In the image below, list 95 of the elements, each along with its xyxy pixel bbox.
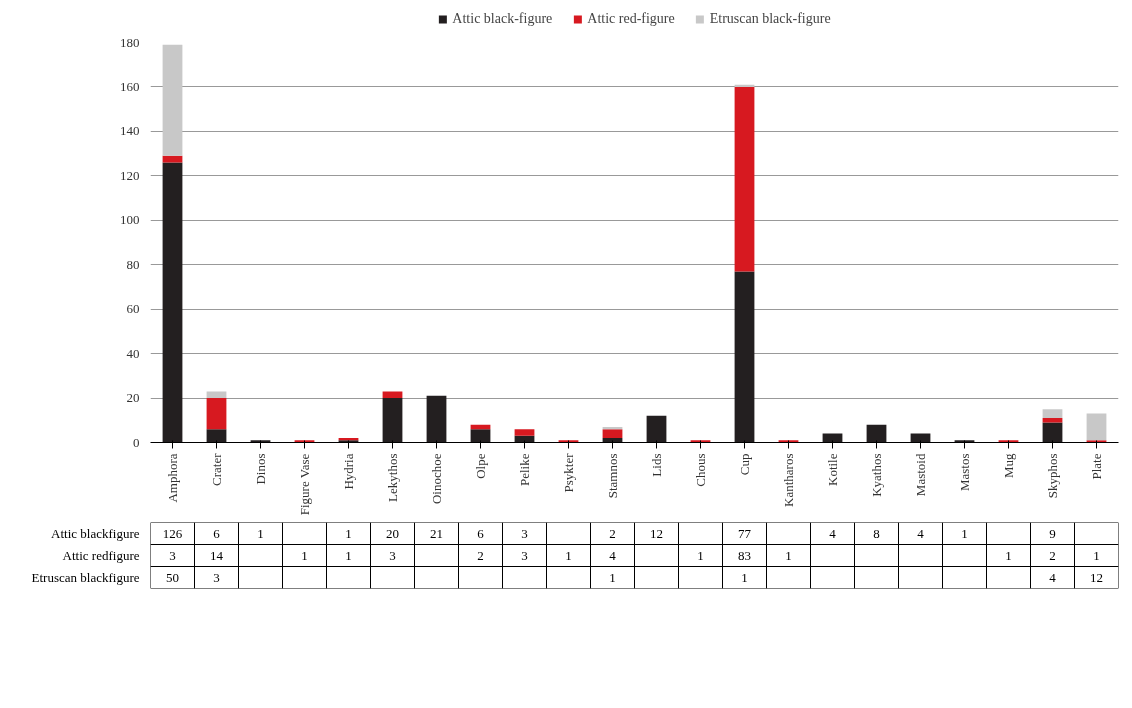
legend-label: Etruscan black-figure bbox=[709, 11, 831, 27]
data-label: 2 bbox=[609, 525, 616, 541]
bar bbox=[1042, 409, 1063, 419]
text: Attic redfigure bbox=[62, 548, 140, 563]
data-label: 50 bbox=[166, 569, 179, 585]
bar bbox=[470, 429, 491, 443]
x-tick-label: Dinos bbox=[253, 453, 268, 485]
y-tick-label: 60 bbox=[126, 301, 140, 317]
bar bbox=[206, 429, 227, 443]
bar bbox=[162, 155, 183, 163]
data-label: 3 bbox=[169, 547, 176, 563]
data-label: 9 bbox=[1049, 525, 1056, 541]
x-tick-label: Amphora bbox=[165, 453, 180, 503]
data-label: 4 bbox=[609, 547, 617, 563]
data-label: 12 bbox=[650, 525, 663, 541]
y-tick-label: 140 bbox=[120, 123, 140, 139]
data-label: 77 bbox=[738, 525, 752, 541]
data-label: 1 bbox=[609, 569, 616, 585]
data-label: 6 bbox=[213, 525, 221, 541]
data-label: 8 bbox=[873, 525, 880, 541]
y-tick-label: 180 bbox=[120, 34, 140, 50]
data-label: 3 bbox=[213, 569, 220, 585]
data-label: 1 bbox=[697, 547, 704, 563]
x-tick-label: Hydria bbox=[341, 453, 356, 490]
x-tick-label: Oinochoe bbox=[429, 453, 444, 505]
data-label: 2 bbox=[1049, 547, 1056, 563]
data-label: 1 bbox=[1093, 547, 1100, 563]
x-tick-label: Kyathos bbox=[869, 453, 884, 497]
data-label: 1 bbox=[785, 547, 792, 563]
data-label: 12 bbox=[1090, 569, 1103, 585]
x-tick-label: Crater bbox=[209, 452, 224, 486]
data-label: 1 bbox=[565, 547, 572, 563]
data-label: 126 bbox=[162, 525, 183, 541]
x-tick-label: Psykter bbox=[561, 452, 576, 493]
text: Etruscan blackfigure bbox=[31, 570, 140, 585]
y-tick-label: 40 bbox=[126, 345, 140, 361]
x-tick-label: Mug bbox=[1001, 453, 1016, 479]
x-tick-label: Mastos bbox=[957, 453, 972, 492]
bar bbox=[206, 398, 227, 430]
bar bbox=[1086, 413, 1107, 441]
data-label: 1 bbox=[1005, 547, 1012, 563]
data-label: 3 bbox=[389, 547, 396, 563]
x-tick-label: Pelike bbox=[517, 453, 532, 486]
x-tick-label: Mastoid bbox=[913, 453, 928, 497]
x-tick-label: Olpe bbox=[473, 453, 488, 479]
x-tick-label: Kotile bbox=[825, 453, 840, 486]
data-label: 1 bbox=[345, 547, 352, 563]
x-tick-label: Cup bbox=[737, 453, 752, 476]
text: Attic blackfigure bbox=[51, 526, 140, 541]
bar bbox=[866, 424, 887, 443]
x-tick-label: Lekythos bbox=[385, 453, 400, 502]
bar bbox=[1042, 422, 1063, 443]
x-tick-label: Figure Vase bbox=[297, 453, 312, 516]
x-tick-label: Plate bbox=[1089, 453, 1104, 480]
data-label: 3 bbox=[521, 547, 528, 563]
bar bbox=[734, 271, 755, 443]
data-label: 4 bbox=[829, 525, 837, 541]
x-tick-label: Stamnos bbox=[605, 453, 620, 499]
bar bbox=[734, 86, 755, 272]
y-tick-label: 120 bbox=[120, 167, 140, 183]
data-label: 14 bbox=[210, 547, 224, 563]
bar bbox=[382, 398, 403, 443]
x-tick-label: Lids bbox=[649, 453, 664, 477]
x-tick-label: Kantharos bbox=[781, 453, 796, 507]
y-tick-label: 20 bbox=[126, 390, 140, 406]
data-label: 1 bbox=[741, 569, 748, 585]
data-label: 1 bbox=[345, 525, 352, 541]
legend-label: Attic black-figure bbox=[452, 11, 553, 27]
y-tick-label: 0 bbox=[133, 434, 140, 450]
x-tick-label: Chous bbox=[693, 453, 708, 487]
data-label: 6 bbox=[477, 525, 485, 541]
data-label: 1 bbox=[257, 525, 264, 541]
data-label: 3 bbox=[521, 525, 528, 541]
legend-label: Attic red-figure bbox=[587, 11, 675, 27]
bar bbox=[1042, 418, 1063, 423]
data-label: 4 bbox=[1049, 569, 1057, 585]
data-label: 1 bbox=[301, 547, 308, 563]
bar bbox=[646, 415, 667, 443]
bar bbox=[514, 429, 535, 436]
data-label: 1 bbox=[961, 525, 968, 541]
data-label: 2 bbox=[477, 547, 484, 563]
y-tick-label: 160 bbox=[120, 78, 140, 94]
bar bbox=[162, 162, 183, 443]
x-tick-label: Skyphos bbox=[1045, 453, 1060, 499]
bar bbox=[382, 391, 403, 399]
data-label: 83 bbox=[738, 547, 751, 563]
bar bbox=[426, 395, 447, 443]
y-tick-label: 100 bbox=[120, 212, 140, 228]
bar bbox=[602, 429, 623, 439]
data-label: 20 bbox=[386, 525, 399, 541]
data-label: 21 bbox=[430, 525, 443, 541]
data-label: 4 bbox=[917, 525, 925, 541]
bar bbox=[162, 44, 183, 156]
y-tick-label: 80 bbox=[126, 256, 140, 272]
bar bbox=[206, 391, 227, 399]
